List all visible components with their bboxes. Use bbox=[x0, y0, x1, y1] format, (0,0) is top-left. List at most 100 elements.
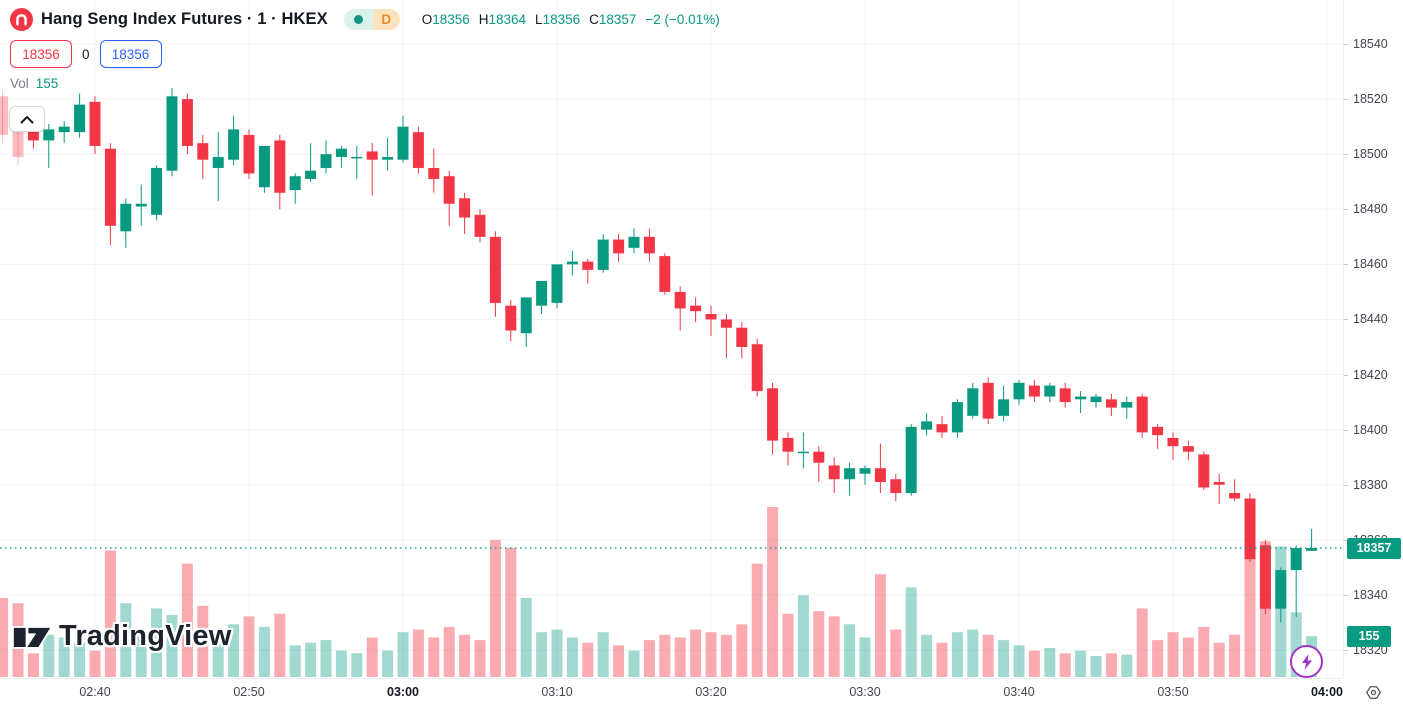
candle-body bbox=[459, 198, 471, 218]
candle-body bbox=[135, 203, 147, 207]
candle-body bbox=[628, 236, 640, 248]
time-tick-label: 03:10 bbox=[541, 685, 573, 699]
close-label: C bbox=[589, 12, 599, 27]
candle-body bbox=[289, 176, 301, 190]
candle-body bbox=[258, 145, 270, 188]
volume-bar bbox=[998, 640, 1010, 677]
volume-bar bbox=[1229, 634, 1241, 677]
axis-settings-button[interactable] bbox=[1364, 683, 1383, 702]
lightning-trade-button[interactable] bbox=[1290, 645, 1323, 678]
volume-label: Vol bbox=[10, 76, 29, 91]
sell-price-button[interactable]: 18356 bbox=[10, 40, 72, 68]
trade-panel: 18356 0 18356 bbox=[10, 40, 720, 68]
volume-bar bbox=[274, 613, 286, 677]
volume-bar bbox=[921, 634, 933, 677]
volume-bar bbox=[74, 642, 86, 677]
volume-bar bbox=[720, 634, 732, 677]
candle-body bbox=[428, 167, 440, 179]
volume-bar bbox=[1213, 642, 1225, 677]
candle-body bbox=[967, 388, 979, 416]
candle-body bbox=[613, 239, 625, 254]
volume-bar bbox=[536, 632, 548, 677]
volume-bar bbox=[212, 629, 224, 677]
volume-bar bbox=[320, 640, 332, 677]
close-value: 18357 bbox=[598, 12, 637, 27]
volume-bar bbox=[1136, 608, 1148, 677]
volume-bar bbox=[1013, 645, 1025, 677]
volume-bar bbox=[351, 653, 363, 677]
candle-body bbox=[74, 104, 86, 133]
price-tick-label: 18420 bbox=[1344, 367, 1403, 383]
candle-body bbox=[1152, 426, 1164, 436]
volume-bar bbox=[1244, 526, 1256, 677]
volume-bar bbox=[443, 626, 455, 677]
candle-body bbox=[1167, 437, 1179, 447]
volume-bar bbox=[1105, 653, 1117, 677]
price-tick-label: 18480 bbox=[1344, 201, 1403, 217]
volume-bar bbox=[844, 624, 856, 677]
candle-body bbox=[1259, 545, 1271, 609]
legend-collapse-button[interactable] bbox=[9, 106, 45, 132]
chevron-up-icon bbox=[20, 115, 34, 123]
resolution-pill[interactable]: D bbox=[343, 9, 400, 30]
candle-body bbox=[443, 176, 455, 204]
volume-bar bbox=[828, 616, 840, 677]
candle-body bbox=[1121, 402, 1133, 408]
candle-body bbox=[982, 382, 994, 419]
volume-bar bbox=[1044, 648, 1056, 677]
volume-bar bbox=[613, 645, 625, 677]
volume-bar bbox=[859, 637, 871, 677]
volume-bar bbox=[582, 642, 594, 677]
volume-bar bbox=[228, 624, 240, 677]
price-axis[interactable]: 18357 155 18540 18520 18500 18480 18460 18440… bbox=[1343, 0, 1403, 678]
price-tick-label: 18500 bbox=[1344, 146, 1403, 162]
candle-body bbox=[751, 344, 763, 392]
buy-price-button[interactable]: 18356 bbox=[99, 40, 162, 68]
current-volume-badge: 155 bbox=[1347, 625, 1391, 647]
candlestick-volume-canvas[interactable] bbox=[0, 0, 1343, 678]
candle-body bbox=[705, 313, 717, 320]
candle-body bbox=[151, 167, 163, 215]
symbol-title[interactable]: Hang Seng Index Futures · 1 · HKEX bbox=[41, 10, 328, 28]
volume-bar bbox=[382, 650, 394, 677]
volume-row: Vol 155 bbox=[10, 76, 720, 91]
candle-body bbox=[674, 291, 686, 309]
volume-bar bbox=[520, 597, 532, 677]
candle-body bbox=[828, 465, 840, 480]
symbol-row: Hang Seng Index Futures · 1 · HKEX D O18… bbox=[10, 6, 720, 33]
candle-body bbox=[89, 101, 101, 146]
candle-body bbox=[874, 468, 886, 482]
volume-bar bbox=[335, 650, 347, 677]
axis-corner bbox=[1343, 678, 1403, 707]
candle-body bbox=[412, 132, 424, 168]
candle-body bbox=[489, 236, 501, 303]
candle-body bbox=[104, 148, 116, 226]
candle-body bbox=[844, 468, 856, 480]
volume-bar bbox=[1075, 650, 1087, 677]
volume-bar bbox=[27, 653, 39, 677]
time-tick-label: 04:00 bbox=[1311, 685, 1343, 699]
volume-bar bbox=[397, 632, 409, 677]
hex-nut-settings-icon bbox=[1365, 686, 1381, 699]
volume-bar bbox=[736, 624, 748, 677]
candle-body bbox=[474, 214, 486, 237]
candle-body bbox=[243, 134, 255, 174]
candle-body bbox=[1213, 481, 1225, 485]
time-axis[interactable]: 02:40 02:50 03:00 03:10 03:20 03:30 03:40 03:50… bbox=[0, 678, 1403, 707]
candle-body bbox=[1044, 385, 1056, 397]
volume-bar bbox=[1182, 637, 1194, 677]
volume-bar bbox=[289, 645, 301, 677]
price-tick-label: 18520 bbox=[1344, 91, 1403, 107]
symbol-logo[interactable] bbox=[10, 8, 33, 31]
candle-body bbox=[813, 451, 825, 463]
volume-bar bbox=[1028, 650, 1040, 677]
volume-bar bbox=[566, 637, 578, 677]
candle-body bbox=[582, 261, 594, 270]
open-value: 18356 bbox=[432, 12, 470, 27]
chart-plot-area[interactable]: TradingView bbox=[0, 0, 1343, 678]
candle-body bbox=[305, 170, 317, 179]
volume-bar bbox=[982, 634, 994, 677]
candle-body bbox=[1028, 385, 1040, 397]
candle-body bbox=[1198, 454, 1210, 488]
volume-bar bbox=[305, 642, 317, 677]
